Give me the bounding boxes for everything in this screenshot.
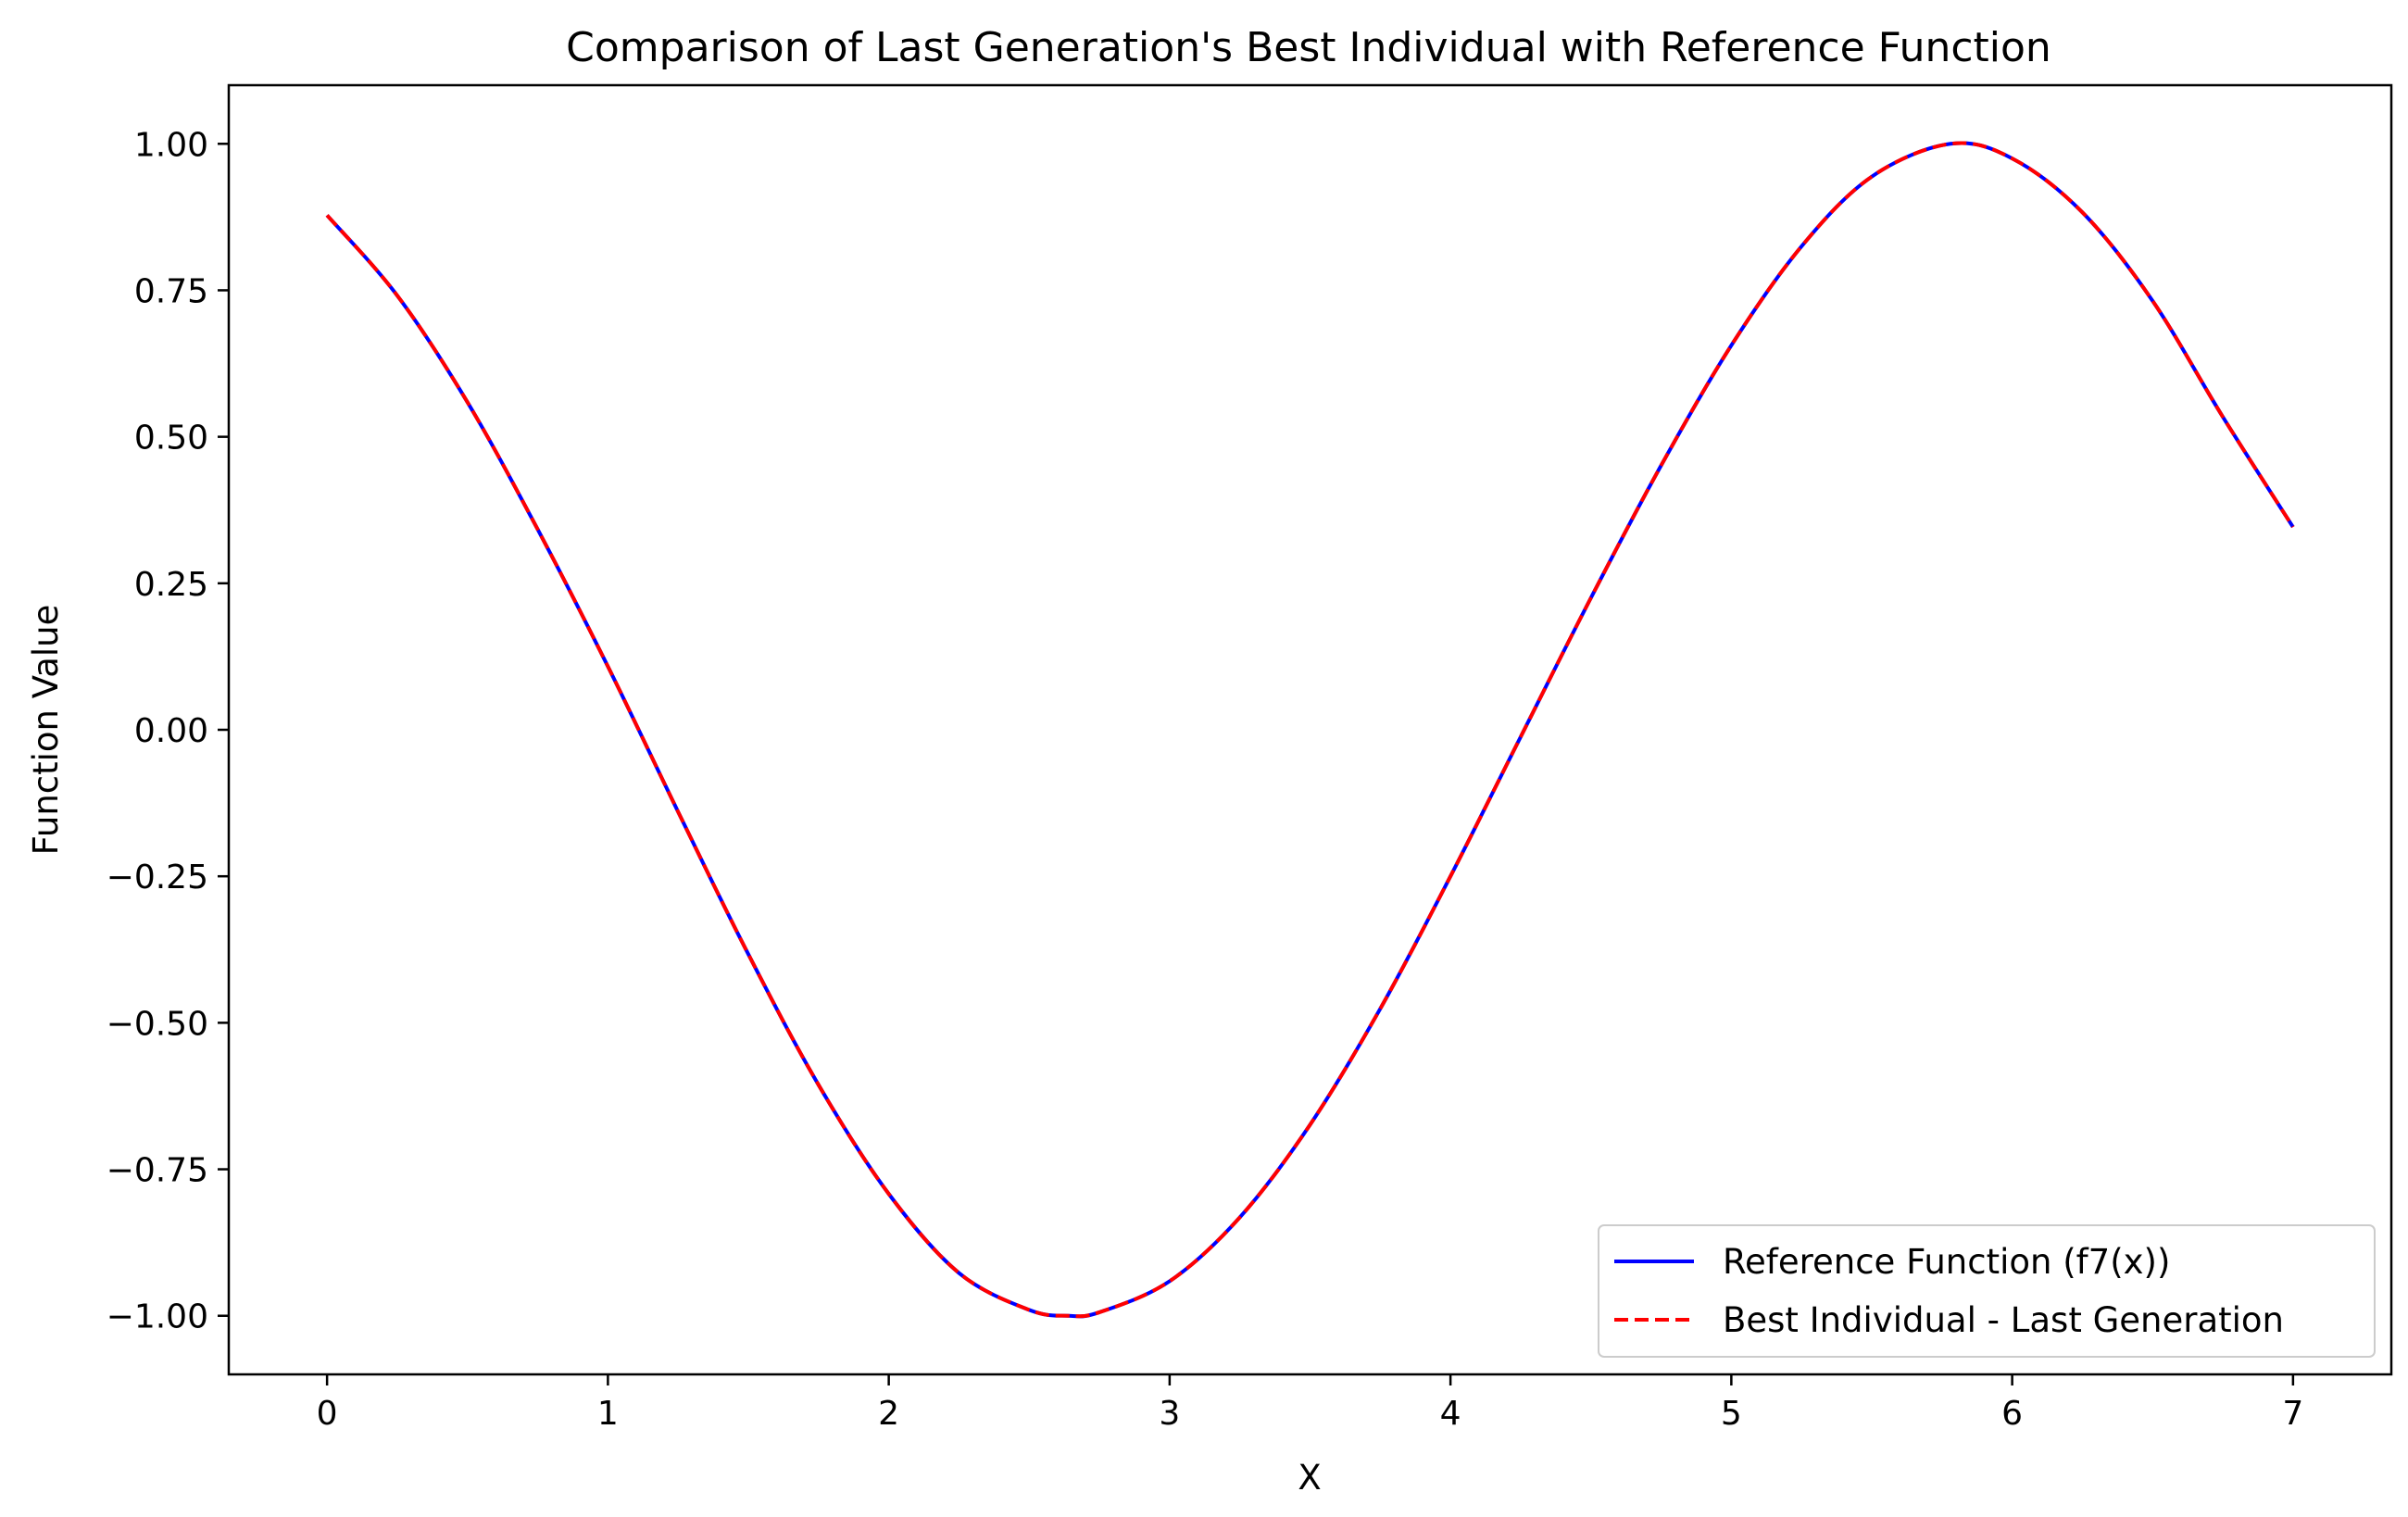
legend-label-best-individual: Best Individual - Last Generation	[1723, 1300, 2284, 1340]
y-tick-label: 0.00	[134, 712, 208, 750]
y-tick-label: −0.25	[107, 859, 208, 896]
x-tick-label: 4	[1440, 1395, 1461, 1433]
plot-lines	[325, 141, 2295, 1319]
legend-box	[1598, 1224, 2376, 1358]
y-axis: 1.00 0.75 0.50 0.25 0.00 −0.25 −0.50 −0.75 −1.00	[107, 126, 229, 1336]
x-tick-label: 0	[317, 1395, 338, 1433]
y-axis-label: Function Value	[26, 605, 66, 856]
series-line-best-individual	[325, 141, 2295, 1319]
x-tick-label: 6	[2001, 1395, 2023, 1433]
x-axis: 0 1 2 3 4 5 6 7	[317, 1374, 2303, 1433]
x-axis-label: X	[1298, 1458, 1321, 1498]
x-tick-label: 2	[878, 1395, 899, 1433]
x-tick-label: 1	[597, 1395, 619, 1433]
legend-label-reference: Reference Function (f7(x))	[1723, 1242, 2170, 1282]
y-tick-label: −1.00	[107, 1298, 208, 1336]
y-tick-label: −0.75	[107, 1152, 208, 1190]
x-tick-label: 3	[1159, 1395, 1180, 1433]
y-tick-label: 1.00	[134, 126, 208, 164]
y-tick-label: −0.50	[107, 1005, 208, 1043]
x-tick-label: 5	[1721, 1395, 1742, 1433]
x-tick-label: 7	[2282, 1395, 2303, 1433]
legend: Reference Function (f7(x)) Best Individu…	[1598, 1224, 2376, 1358]
y-tick-label: 0.75	[134, 272, 208, 310]
y-tick-label: 0.25	[134, 566, 208, 604]
y-tick-label: 0.50	[134, 420, 208, 458]
chart-title: Comparison of Last Generation's Best Ind…	[566, 24, 2051, 71]
